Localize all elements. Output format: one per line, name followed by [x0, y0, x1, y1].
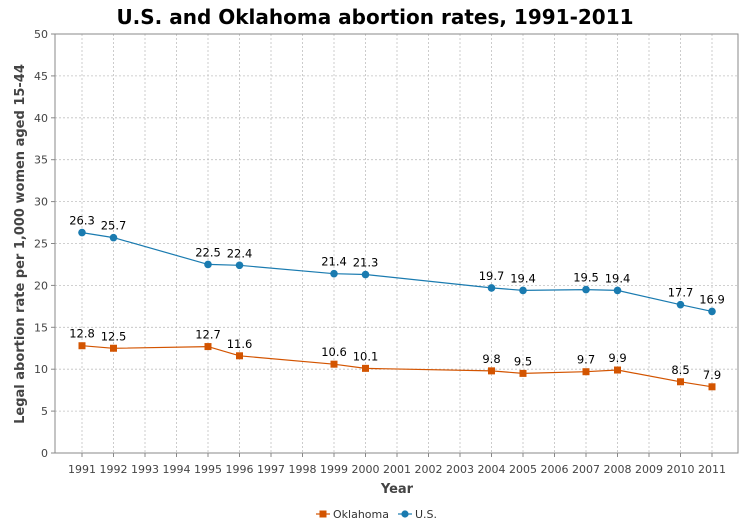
- y-axis-label: Legal abortion rate per 1,000 women aged…: [13, 64, 28, 424]
- y-tick-label: 25: [34, 238, 48, 251]
- data-point-u-s: [487, 284, 496, 292]
- data-point-u-s: [235, 261, 244, 270]
- legend: Oklahoma U.S.: [316, 508, 437, 521]
- x-tick-label: 2001: [383, 463, 411, 476]
- series-oklahoma: 12.8 12.5 12.7 11.6 10.6 10.1 9.8 9.5 9.7 9.9 8.5 7…: [69, 327, 721, 391]
- data-point-u-s: [330, 269, 338, 278]
- data-point-oklahoma: [614, 366, 621, 374]
- data-label-oklahoma: 7.9: [703, 368, 721, 382]
- x-tick-label: 1998: [289, 463, 317, 476]
- x-tick-label: 1993: [131, 463, 159, 476]
- data-point-oklahoma: [362, 364, 369, 372]
- y-tick-label: 40: [34, 112, 48, 125]
- data-point-u-s: [582, 285, 590, 294]
- data-point-oklahoma: [677, 378, 684, 386]
- data-point-oklahoma: [708, 383, 716, 391]
- data-point-u-s: [708, 307, 716, 316]
- x-tick-label: 2010: [667, 463, 695, 476]
- x-tick-label: 2002: [415, 463, 443, 476]
- x-tick-label: 2008: [604, 463, 632, 476]
- data-label-u-s: 25.7: [101, 219, 127, 233]
- data-label-oklahoma: 10.1: [353, 349, 379, 363]
- data-point-oklahoma: [330, 360, 338, 368]
- data-label-oklahoma: 12.7: [195, 328, 221, 342]
- data-point-u-s: [519, 286, 527, 295]
- data-label-oklahoma: 10.6: [321, 345, 347, 359]
- legend-marker-u-s: [401, 510, 409, 518]
- series-line-oklahoma: [81, 345, 713, 388]
- data-point-u-s: [613, 286, 622, 295]
- legend-marker-oklahoma: [319, 510, 327, 518]
- series: 12.8 12.5 12.7 11.6 10.6 10.1 9.8 9.5 9.7 9.9 8.5 7…: [69, 214, 725, 391]
- x-axis: 1991 1992 1993 1994 1995 1996 1997 1998 1999 2000…: [68, 453, 726, 476]
- data-label-oklahoma: 9.8: [482, 352, 500, 366]
- data-label-u-s: 17.7: [668, 286, 694, 300]
- data-point-oklahoma: [488, 367, 495, 375]
- x-tick-label: 2006: [541, 463, 569, 476]
- x-tick-label: 2011: [698, 463, 726, 476]
- data-label-u-s: 22.4: [227, 246, 253, 260]
- y-tick-label: 20: [34, 279, 48, 292]
- data-label-oklahoma: 11.6: [227, 337, 253, 351]
- y-axis: 0 5 10 15 20 25 30 35 40 45 50: [34, 28, 55, 460]
- data-point-u-s: [204, 260, 212, 269]
- x-tick-label: 1992: [100, 463, 128, 476]
- grid: [55, 34, 738, 453]
- x-axis-label: Year: [380, 482, 414, 497]
- data-label-oklahoma: 8.5: [671, 363, 689, 377]
- data-point-oklahoma: [236, 352, 243, 360]
- x-tick-label: 2005: [509, 463, 537, 476]
- data-point-oklahoma: [204, 343, 212, 351]
- series-u-s: 26.3 25.7 22.5 22.4 21.4 21.3 19.7 19.4 19.5 19.4…: [69, 214, 725, 316]
- y-tick-label: 35: [34, 154, 48, 167]
- y-tick-label: 50: [34, 28, 48, 41]
- data-label-u-s: 19.5: [573, 271, 599, 285]
- x-tick-label: 2007: [572, 463, 600, 476]
- data-label-u-s: 22.5: [195, 245, 221, 259]
- data-label-oklahoma: 9.5: [514, 354, 532, 368]
- data-point-oklahoma: [110, 344, 117, 352]
- data-label-u-s: 16.9: [699, 292, 725, 306]
- y-tick-label: 10: [34, 363, 48, 376]
- x-tick-label: 1995: [194, 463, 222, 476]
- data-label-oklahoma: 9.7: [577, 353, 595, 367]
- data-label-u-s: 26.3: [69, 214, 95, 228]
- legend-label-oklahoma: Oklahoma: [333, 508, 389, 521]
- x-tick-label: 1994: [163, 463, 191, 476]
- data-point-u-s: [78, 228, 86, 237]
- x-tick-label: 1999: [320, 463, 348, 476]
- y-tick-label: 5: [41, 405, 48, 418]
- y-tick-label: 0: [41, 447, 48, 460]
- x-tick-label: 2004: [478, 463, 506, 476]
- data-label-oklahoma: 9.9: [608, 351, 626, 365]
- legend-label-u-s: U.S.: [415, 508, 437, 521]
- x-tick-label: 1991: [68, 463, 96, 476]
- data-label-u-s: 19.4: [510, 271, 536, 285]
- series-line-u-s: [81, 232, 713, 312]
- y-tick-label: 30: [34, 196, 48, 209]
- chart-title: U.S. and Oklahoma abortion rates, 1991-2…: [116, 5, 633, 29]
- x-tick-label: 1996: [226, 463, 254, 476]
- data-point-u-s: [361, 270, 370, 279]
- data-point-oklahoma: [519, 369, 527, 377]
- y-tick-label: 15: [34, 321, 48, 334]
- data-label-oklahoma: 12.8: [69, 327, 95, 341]
- x-tick-label: 2000: [352, 463, 380, 476]
- x-tick-label: 2003: [446, 463, 474, 476]
- y-tick-label: 45: [34, 70, 48, 83]
- data-label-u-s: 19.4: [605, 271, 631, 285]
- data-point-u-s: [676, 300, 685, 309]
- data-point-oklahoma: [78, 342, 86, 350]
- x-tick-label: 1997: [257, 463, 285, 476]
- data-label-u-s: 21.4: [321, 255, 347, 269]
- data-point-u-s: [109, 233, 118, 242]
- x-tick-label: 2009: [635, 463, 663, 476]
- data-label-oklahoma: 12.5: [101, 329, 127, 343]
- data-label-u-s: 19.7: [479, 269, 505, 283]
- data-point-oklahoma: [582, 368, 590, 376]
- data-label-u-s: 21.3: [353, 256, 379, 270]
